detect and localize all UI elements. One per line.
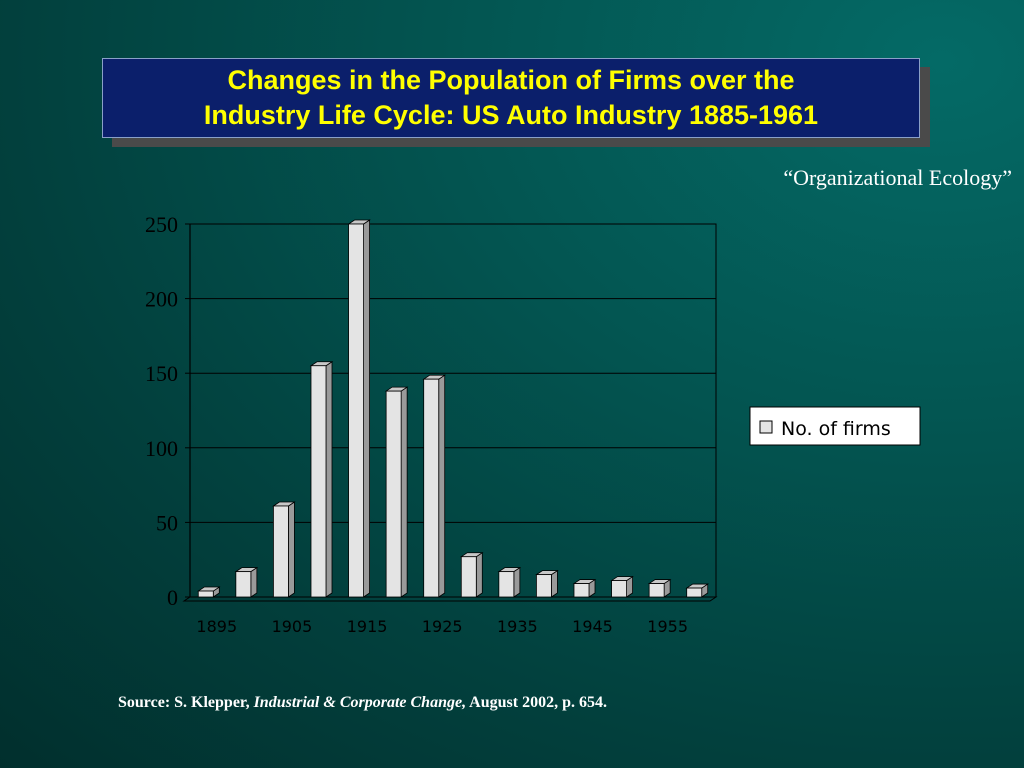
bar bbox=[273, 505, 289, 598]
bar bbox=[686, 587, 703, 598]
x-tick-label: 1895 bbox=[196, 617, 237, 636]
x-tick-label: 1925 bbox=[422, 617, 463, 636]
title-line-2: Industry Life Cycle: US Auto Industry 18… bbox=[203, 100, 819, 130]
bar bbox=[423, 378, 440, 598]
x-tick-label: 1945 bbox=[572, 617, 613, 636]
plot-area bbox=[189, 223, 717, 598]
y-tick-label: 150 bbox=[145, 361, 178, 386]
y-tick-label: 200 bbox=[145, 287, 178, 312]
bar-side bbox=[325, 360, 333, 598]
bar-side bbox=[363, 219, 370, 598]
source-prefix: Source: S. Klepper, bbox=[118, 694, 254, 711]
x-tick-label: 1905 bbox=[272, 617, 313, 636]
legend-box bbox=[749, 406, 921, 446]
bar bbox=[573, 583, 590, 598]
legend-label: No. of firms bbox=[781, 418, 891, 440]
bar bbox=[197, 590, 214, 598]
bar-side bbox=[551, 569, 558, 598]
bar bbox=[498, 571, 515, 598]
bar bbox=[235, 571, 252, 598]
bar-side bbox=[250, 566, 258, 598]
y-tick-label: 50 bbox=[156, 510, 178, 535]
bar bbox=[310, 365, 327, 598]
x-tick-label: 1955 bbox=[647, 617, 688, 636]
bar-side bbox=[513, 566, 521, 598]
bar bbox=[648, 583, 665, 598]
legend-swatch bbox=[759, 420, 773, 434]
bar-side bbox=[438, 374, 446, 598]
bar bbox=[536, 574, 552, 598]
subtitle: “Organizational Ecology” bbox=[783, 165, 1012, 190]
x-tick-label: 1915 bbox=[347, 617, 388, 636]
source-suffix: August 2002, p. 654. bbox=[466, 694, 607, 711]
bar-side bbox=[475, 551, 483, 598]
y-tick-label: 100 bbox=[145, 436, 178, 461]
bar-side bbox=[400, 386, 408, 598]
bar bbox=[611, 580, 627, 598]
bar bbox=[348, 223, 364, 598]
title-line-1: Changes in the Population of Firms over … bbox=[227, 65, 795, 95]
bar-side bbox=[288, 501, 295, 598]
y-tick-label: 250 bbox=[145, 212, 178, 237]
chart-floor bbox=[182, 596, 718, 602]
slide-title: Changes in the Population of Firms over … bbox=[102, 58, 920, 138]
y-tick-label: 0 bbox=[167, 585, 178, 610]
source-citation: Source: S. Klepper, Industrial & Corpora… bbox=[118, 694, 607, 712]
source-journal: Industrial & Corporate Change, bbox=[253, 694, 467, 711]
x-tick-label: 1935 bbox=[497, 617, 538, 636]
bar bbox=[385, 390, 402, 598]
bar bbox=[460, 556, 477, 598]
